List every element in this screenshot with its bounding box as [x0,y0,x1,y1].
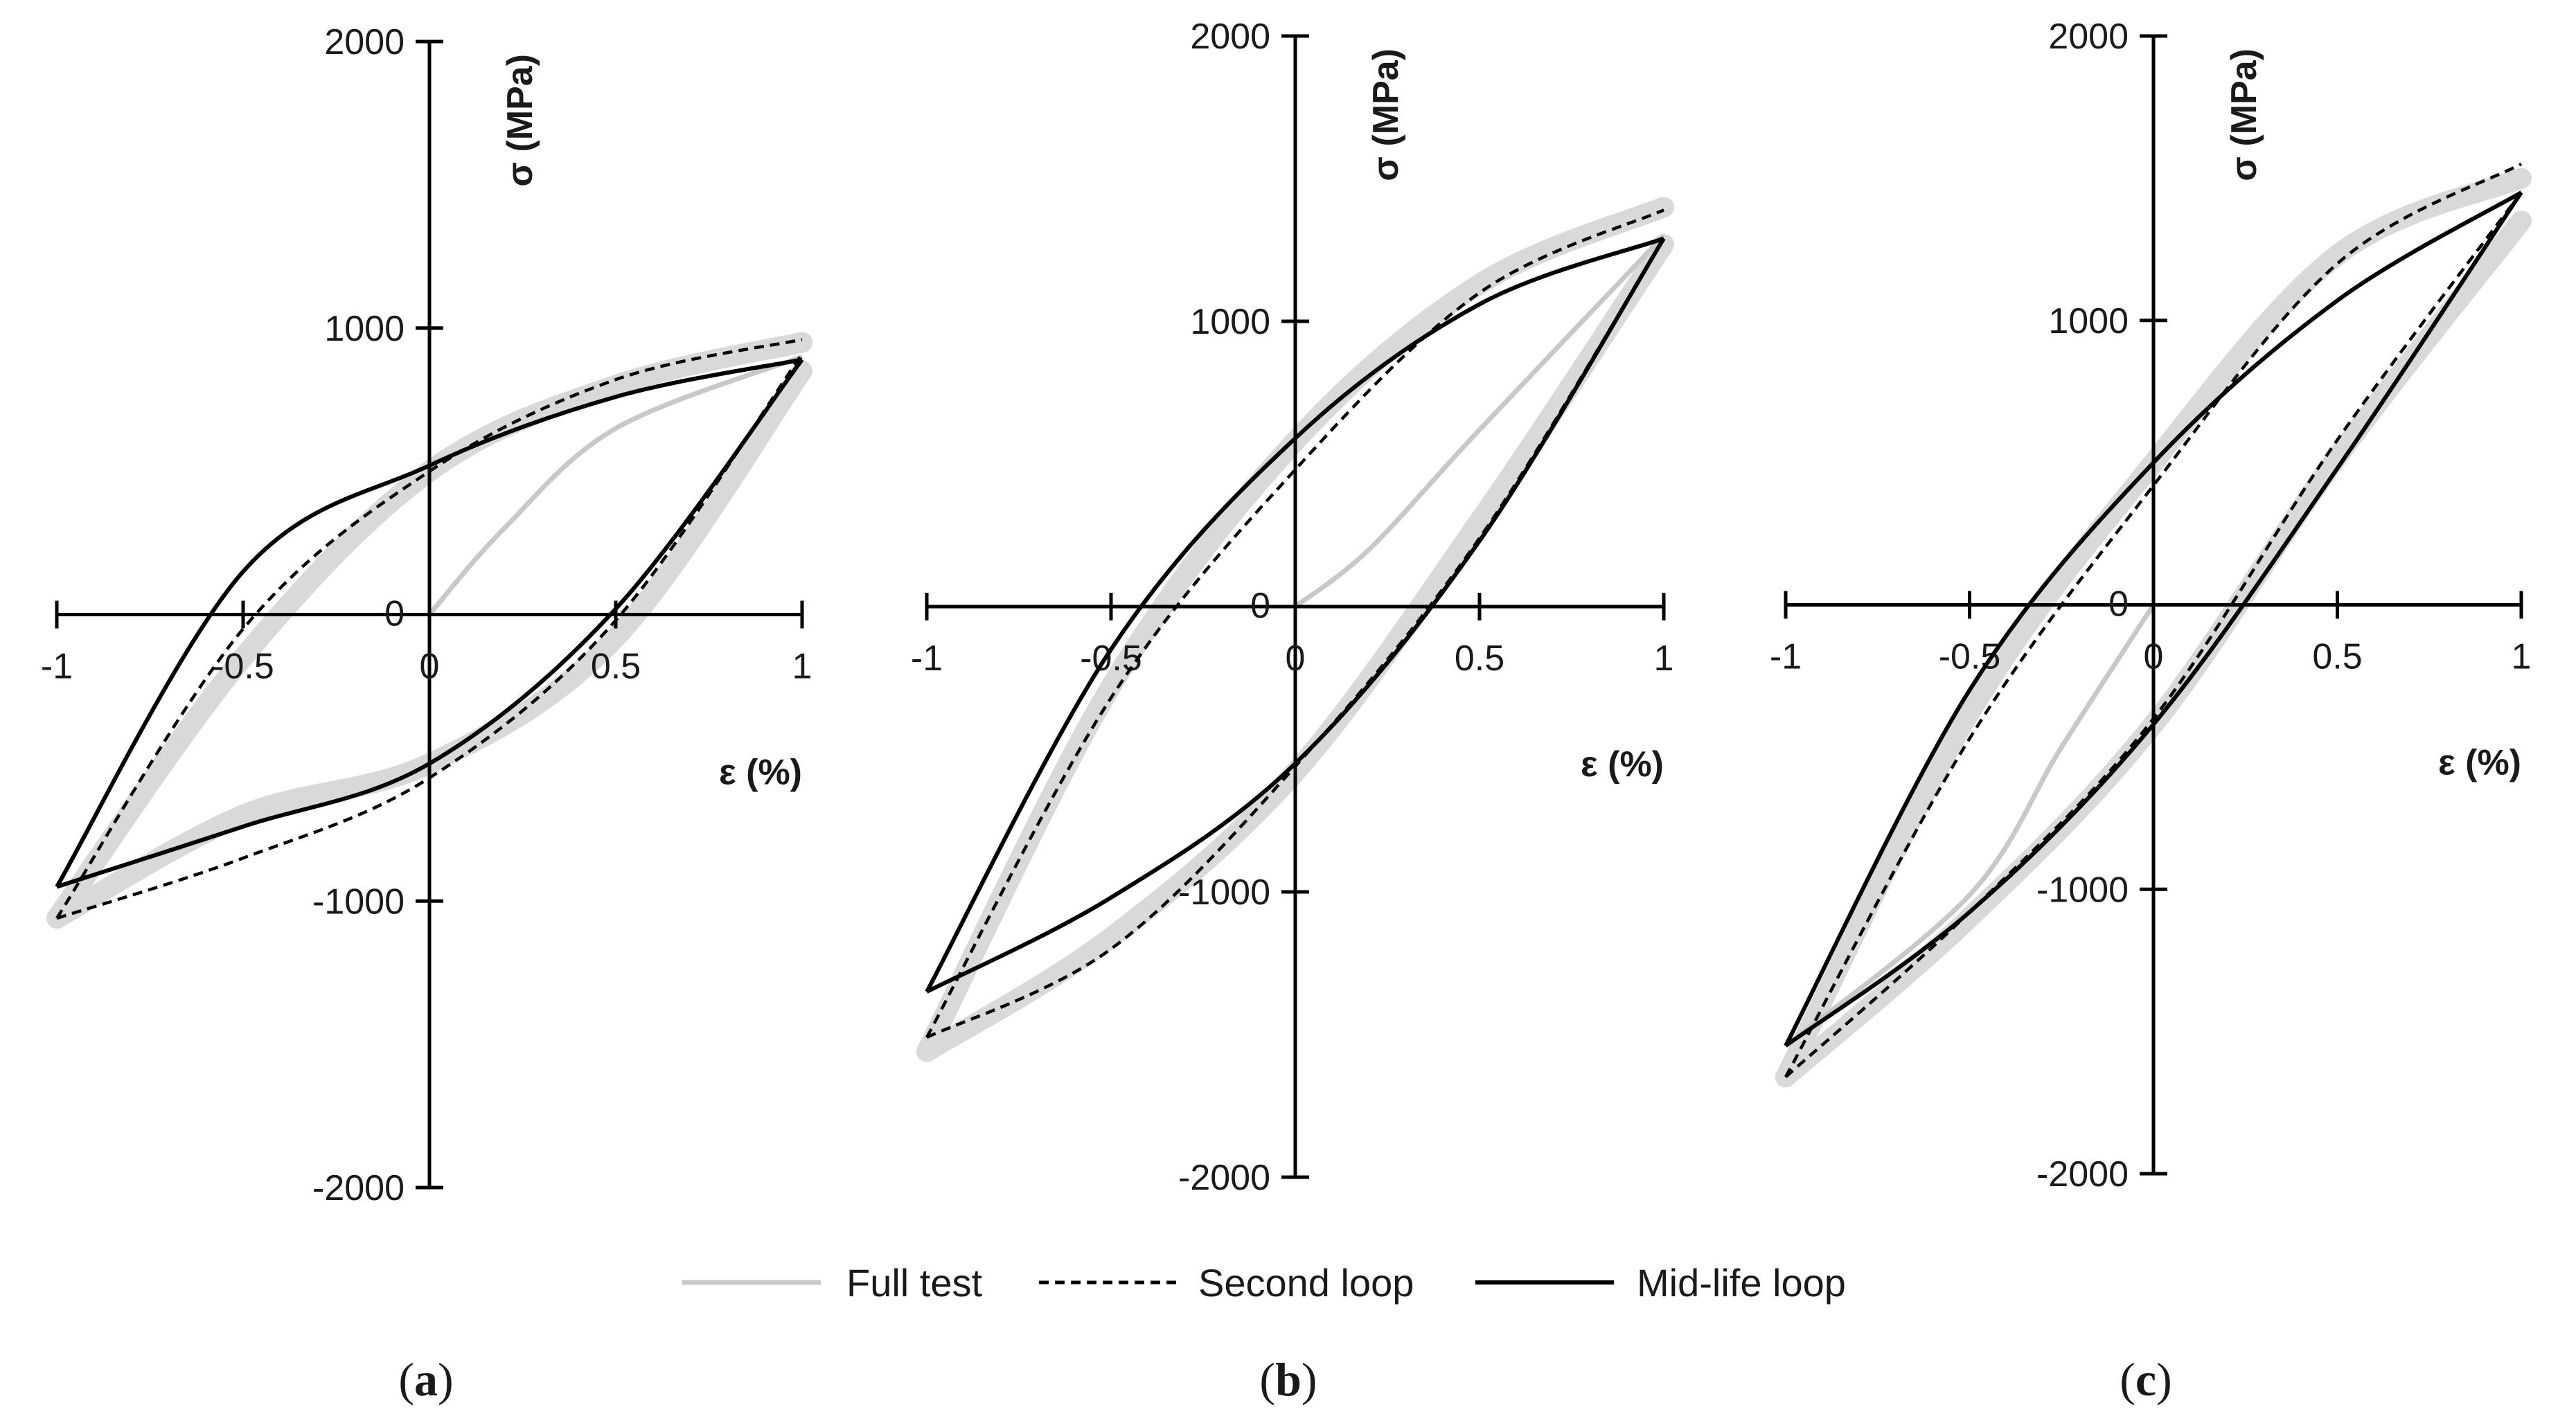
second-loop-upper-branch-b [925,208,1664,1039]
legend-label-mid-life-loop: Mid-life loop [1637,1261,1846,1305]
x-tick-label-a-2: 0 [420,647,440,687]
y-tick-label-c-0: 2000 [2048,17,2129,57]
y-tick-label-c-1: 1000 [2048,301,2129,341]
y-axis-title-b: σ (MPa) [1366,48,1406,181]
full-test-initial-curve-c [1784,603,2156,1048]
y-tick-label-b-2: 0 [1250,586,1270,626]
mid-life-loop-lower-branch-a [56,358,804,889]
x-tick-label-c-3: 0.5 [2312,637,2362,677]
svg-text:(a): (a) [398,1353,453,1406]
y-tick-label-c-4: -2000 [2036,1154,2129,1194]
y-tick-label-a-2: 0 [384,594,405,634]
y-tick-label-b-1: 1000 [1190,302,1270,342]
svg-text:(b): (b) [1259,1353,1317,1406]
full-test-initial-curve-b [1293,233,1666,609]
x-tick-label-c-2: 0 [2144,637,2164,677]
x-tick-label-b-0: -1 [911,638,943,679]
x-tick-label-a-0: -1 [41,647,73,687]
legend-label-second-loop: Second loop [1198,1261,1414,1305]
full-test-band-lower-b [916,233,1674,1062]
x-tick-label-b-1: -0.5 [1080,638,1142,679]
y-tick-label-a-1: 1000 [324,309,405,349]
second-loop-lower-branch-b [926,238,1665,1039]
y-axis-title-a: σ (MPa) [500,54,540,187]
mid-life-loop-lower-branch-c [1784,191,2523,1048]
mid-life-loop-upper-branch-c [1784,190,2523,1047]
y-tick-label-b-0: 2000 [1190,17,1270,57]
y-tick-label-b-3: -1000 [1178,872,1270,913]
second-loop-lower-branch-a [56,352,803,920]
full-test-initial-curve-a [427,354,803,616]
y-tick-label-a-3: -1000 [312,881,405,922]
full-test-band-upper-c [1775,168,2532,1088]
y-tick-label-c-2: 0 [2108,584,2129,625]
legend: Full test Second loop Mid-life loop [682,1261,1846,1305]
caption-a-letter: a [414,1353,438,1406]
caption-b: (b) [1259,1353,1317,1406]
x-tick-label-a-1: -0.5 [212,647,274,687]
x-axis-title-b: ε (%) [1581,744,1664,785]
caption-b-letter: b [1275,1353,1302,1406]
second-loop-upper-branch-a [55,338,803,920]
x-tick-label-c-4: 1 [2512,637,2532,677]
svg-text:(c): (c) [2120,1353,2172,1406]
x-tick-label-c-0: -1 [1770,637,1802,677]
mid-life-loop-upper-branch-a [55,357,803,888]
x-tick-label-b-4: 1 [1654,638,1674,679]
caption-a: (a) [398,1353,453,1406]
full-test-band-upper-a [46,332,812,929]
x-axis-title-c: ε (%) [2438,743,2521,783]
mid-life-loop-upper-branch-b [925,236,1665,993]
second-loop-lower-branch-c [1784,191,2523,1078]
x-tick-label-b-2: 0 [1286,638,1306,679]
x-tick-label-a-3: 0.5 [591,647,641,687]
caption-c-letter: c [2135,1353,2156,1406]
y-tick-label-c-3: -1000 [2036,870,2129,910]
mid-life-loop-lower-branch-b [925,237,1666,994]
x-axis-title-a: ε (%) [719,753,802,793]
y-axis-title-c: σ (MPa) [2224,48,2264,181]
caption-c: (c) [2120,1353,2172,1406]
x-tick-label-a-4: 1 [792,647,812,687]
y-tick-label-a-4: -2000 [312,1168,405,1208]
y-tick-label-a-0: 2000 [324,22,405,62]
chart-panel-a: -1 -0.5 0 0.5 1 2000 1000 0 -1000 -2000 ε (%) σ (MP… [41,22,812,1208]
x-tick-label-b-3: 0.5 [1455,638,1504,679]
legend-label-full-test: Full test [846,1261,982,1305]
full-test-band-lower-a [46,360,812,929]
y-tick-label-b-4: -2000 [1178,1158,1270,1198]
chart-panel-b: -1 -0.5 0 0.5 1 2000 1000 0 -1000 -2000 ε (%) σ (MP… [911,17,1674,1198]
